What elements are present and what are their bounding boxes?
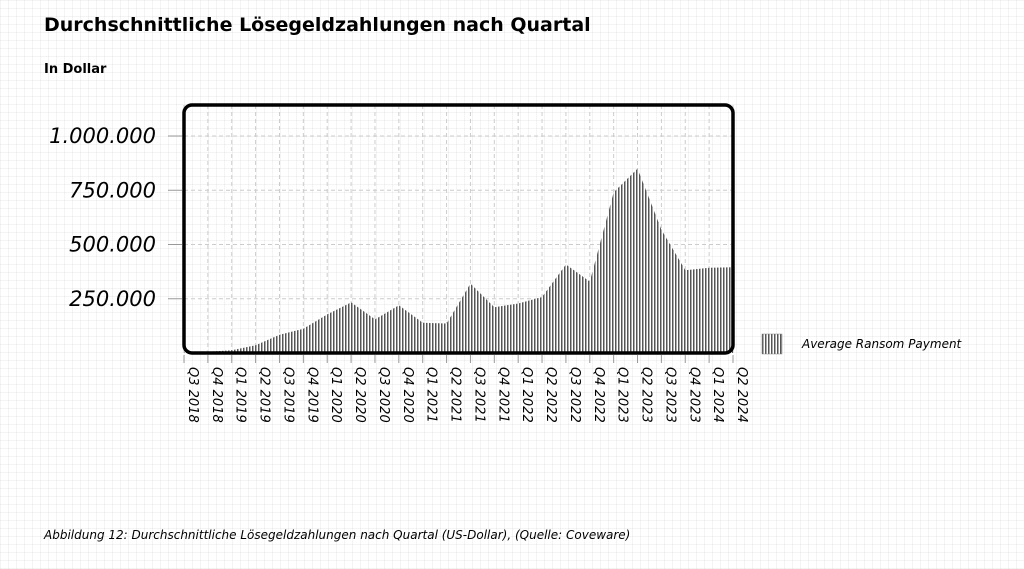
x-tick-label: Q3 2019 — [280, 367, 295, 423]
x-tick-label: Q2 2020 — [352, 367, 367, 423]
plot-border — [182, 103, 735, 355]
x-tick-label: Q3 2023 — [662, 367, 677, 423]
x-tick-label: Q2 2021 — [448, 367, 463, 423]
x-tick-label: Q1 2024 — [710, 367, 725, 423]
series-area-average-ransom-payment — [184, 168, 733, 353]
x-tick-label: Q2 2023 — [639, 367, 654, 423]
x-tick-label: Q1 2020 — [328, 367, 343, 423]
chart-subtitle: In Dollar — [44, 62, 107, 77]
y-tick-label: 750.000 — [69, 178, 156, 202]
x-tick-label: Q1 2021 — [424, 367, 439, 423]
y-tick-label: 500.000 — [69, 233, 156, 257]
legend-label: Average Ransom Payment — [801, 337, 963, 351]
x-tick-label: Q1 2023 — [615, 367, 630, 423]
y-tick-label: 250.000 — [69, 287, 156, 311]
figure-caption: Abbildung 12: Durchschnittliche Lösegeld… — [44, 528, 631, 542]
x-tick-label: Q3 2018 — [185, 367, 200, 423]
x-tick-label: Q1 2019 — [233, 367, 248, 423]
y-axis: 250.000 500.000 750.000 1.000.000 — [49, 124, 182, 311]
x-tick-label: Q3 2022 — [567, 367, 582, 423]
x-tick-label: Q4 2020 — [400, 367, 415, 423]
y-tick-label: 1.000.000 — [49, 124, 156, 148]
x-axis: Q3 2018 Q4 2018 Q1 2019 Q2 2019 Q3 2019 Q4 20… — [183, 355, 749, 423]
area-layer — [184, 168, 733, 353]
x-tick-label: Q4 2018 — [209, 367, 224, 423]
x-tick-label: Q3 2021 — [471, 367, 486, 423]
x-tick-label: Q3 2020 — [376, 367, 391, 423]
chart-title: Durchschnittliche Lösegeldzahlungen nach… — [44, 14, 591, 36]
plot-frame — [182, 103, 735, 355]
legend-swatch — [761, 333, 783, 355]
x-tick-label: Q2 2024 — [734, 367, 749, 423]
x-tick-label: Q2 2019 — [257, 367, 272, 423]
x-tick-label: Q4 2019 — [304, 367, 319, 423]
x-tick-label: Q2 2022 — [543, 367, 558, 423]
x-tick-label: Q4 2021 — [495, 367, 510, 423]
x-tick-label: Q4 2022 — [591, 367, 606, 423]
legend: Average Ransom Payment — [761, 333, 963, 355]
x-tick-label: Q4 2023 — [686, 367, 701, 423]
x-tick-label: Q1 2022 — [519, 367, 534, 423]
